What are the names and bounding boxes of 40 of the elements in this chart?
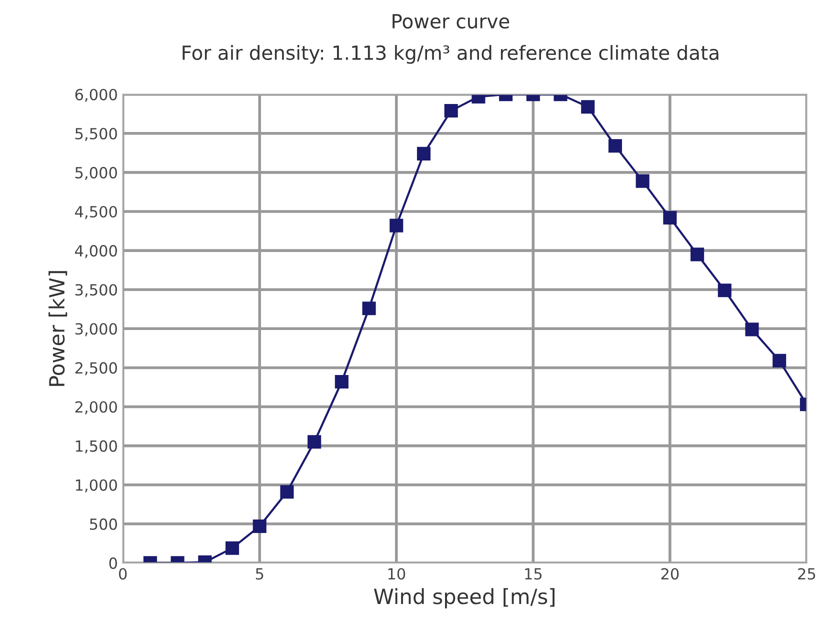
point [362,302,376,316]
x-tick-label: 5 [256,568,264,580]
point [745,322,759,336]
point [252,519,266,534]
point [581,100,595,114]
point [690,248,704,262]
y-tick-label: 4,500 [75,206,117,220]
x-tick-label: 25 [798,568,816,580]
point [772,354,786,368]
point [390,218,404,232]
y-tick-label: 0 [109,557,117,569]
point [444,104,458,118]
chart-subtitle: For air density: 1.113 kg/m³ and reference climate data [182,44,718,64]
y-tick-label: 5,000 [75,166,117,180]
y-tick-label: 4,000 [75,245,117,258]
point [226,541,240,555]
y-tick-label: 1,500 [76,440,117,454]
point [308,435,322,449]
y-tick-label: 3,500 [75,284,117,298]
point [663,210,677,225]
x-axis-title: Wind speed [m/s] [374,588,554,608]
x-tick-label: 20 [661,568,679,580]
point [334,374,348,389]
chart-title: Power curve [392,14,510,29]
y-tick-label: 6,000 [75,88,117,102]
point [280,485,294,499]
point [608,139,622,153]
x-tick-label: 0 [118,568,127,580]
y-tick-label: 2,500 [75,362,117,376]
point [416,146,431,160]
y-tick-label: 5,500 [75,128,117,141]
x-tick-label: 15 [525,568,542,580]
point [636,174,650,188]
y-tick-label: 2,000 [75,401,117,414]
y-axis-title: Power [kW] [48,271,68,386]
point [718,284,732,298]
y-tick-label: 3,000 [75,323,117,336]
x-tick-label: 10 [388,568,406,580]
y-tick-label: 500 [90,518,117,530]
y-tick-label: 1,000 [76,479,117,492]
